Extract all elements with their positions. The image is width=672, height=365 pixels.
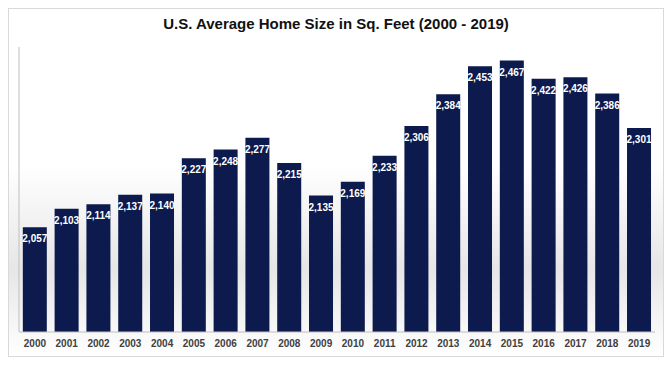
svg-text:2013: 2013 bbox=[437, 338, 460, 349]
svg-text:2,137: 2,137 bbox=[118, 201, 143, 212]
html-text:U.S. Average Home Size in Sq.: U.S. Average Home Size in Sq. Feet (2000… bbox=[163, 15, 509, 32]
svg-text:2,422: 2,422 bbox=[531, 85, 556, 96]
svg-text:2015: 2015 bbox=[501, 338, 524, 349]
svg-text:2005: 2005 bbox=[183, 338, 206, 349]
svg-text:2,140: 2,140 bbox=[150, 200, 175, 211]
svg-text:2,248: 2,248 bbox=[213, 156, 238, 167]
svg-text:2000: 2000 bbox=[24, 338, 47, 349]
svg-text:2,233: 2,233 bbox=[372, 162, 397, 173]
svg-text:2018: 2018 bbox=[596, 338, 619, 349]
svg-text:2,467: 2,467 bbox=[499, 67, 524, 78]
svg-text:2,103: 2,103 bbox=[54, 215, 79, 226]
svg-text:2,169: 2,169 bbox=[340, 188, 365, 199]
svg-text:2,426: 2,426 bbox=[563, 83, 588, 94]
svg-text:2,386: 2,386 bbox=[595, 100, 620, 111]
svg-text:2009: 2009 bbox=[310, 338, 333, 349]
svg-text:2,277: 2,277 bbox=[245, 144, 270, 155]
svg-text:2,227: 2,227 bbox=[181, 164, 206, 175]
svg-text:2,301: 2,301 bbox=[627, 134, 652, 145]
svg-text:2006: 2006 bbox=[215, 338, 238, 349]
svg-text:2,114: 2,114 bbox=[86, 210, 111, 221]
svg-text:2008: 2008 bbox=[278, 338, 301, 349]
svg-text:2003: 2003 bbox=[119, 338, 142, 349]
svg-text:2,135: 2,135 bbox=[309, 202, 334, 213]
svg-text:2007: 2007 bbox=[246, 338, 269, 349]
svg-text:2010: 2010 bbox=[342, 338, 365, 349]
svg-text:2002: 2002 bbox=[87, 338, 110, 349]
svg-text:2016: 2016 bbox=[533, 338, 556, 349]
svg-text:2019: 2019 bbox=[628, 338, 651, 349]
svg-text:2,453: 2,453 bbox=[468, 72, 493, 83]
svg-text:2017: 2017 bbox=[564, 338, 587, 349]
svg-text:2012: 2012 bbox=[405, 338, 428, 349]
svg-text:2,384: 2,384 bbox=[436, 100, 461, 111]
svg-text:2,057: 2,057 bbox=[22, 233, 47, 244]
svg-text:2001: 2001 bbox=[56, 338, 79, 349]
svg-text:2004: 2004 bbox=[151, 338, 174, 349]
svg-text:2,215: 2,215 bbox=[277, 169, 302, 180]
svg-text:2011: 2011 bbox=[374, 338, 396, 349]
svg-text:2014: 2014 bbox=[469, 338, 492, 349]
svg-text:2,306: 2,306 bbox=[404, 132, 429, 143]
